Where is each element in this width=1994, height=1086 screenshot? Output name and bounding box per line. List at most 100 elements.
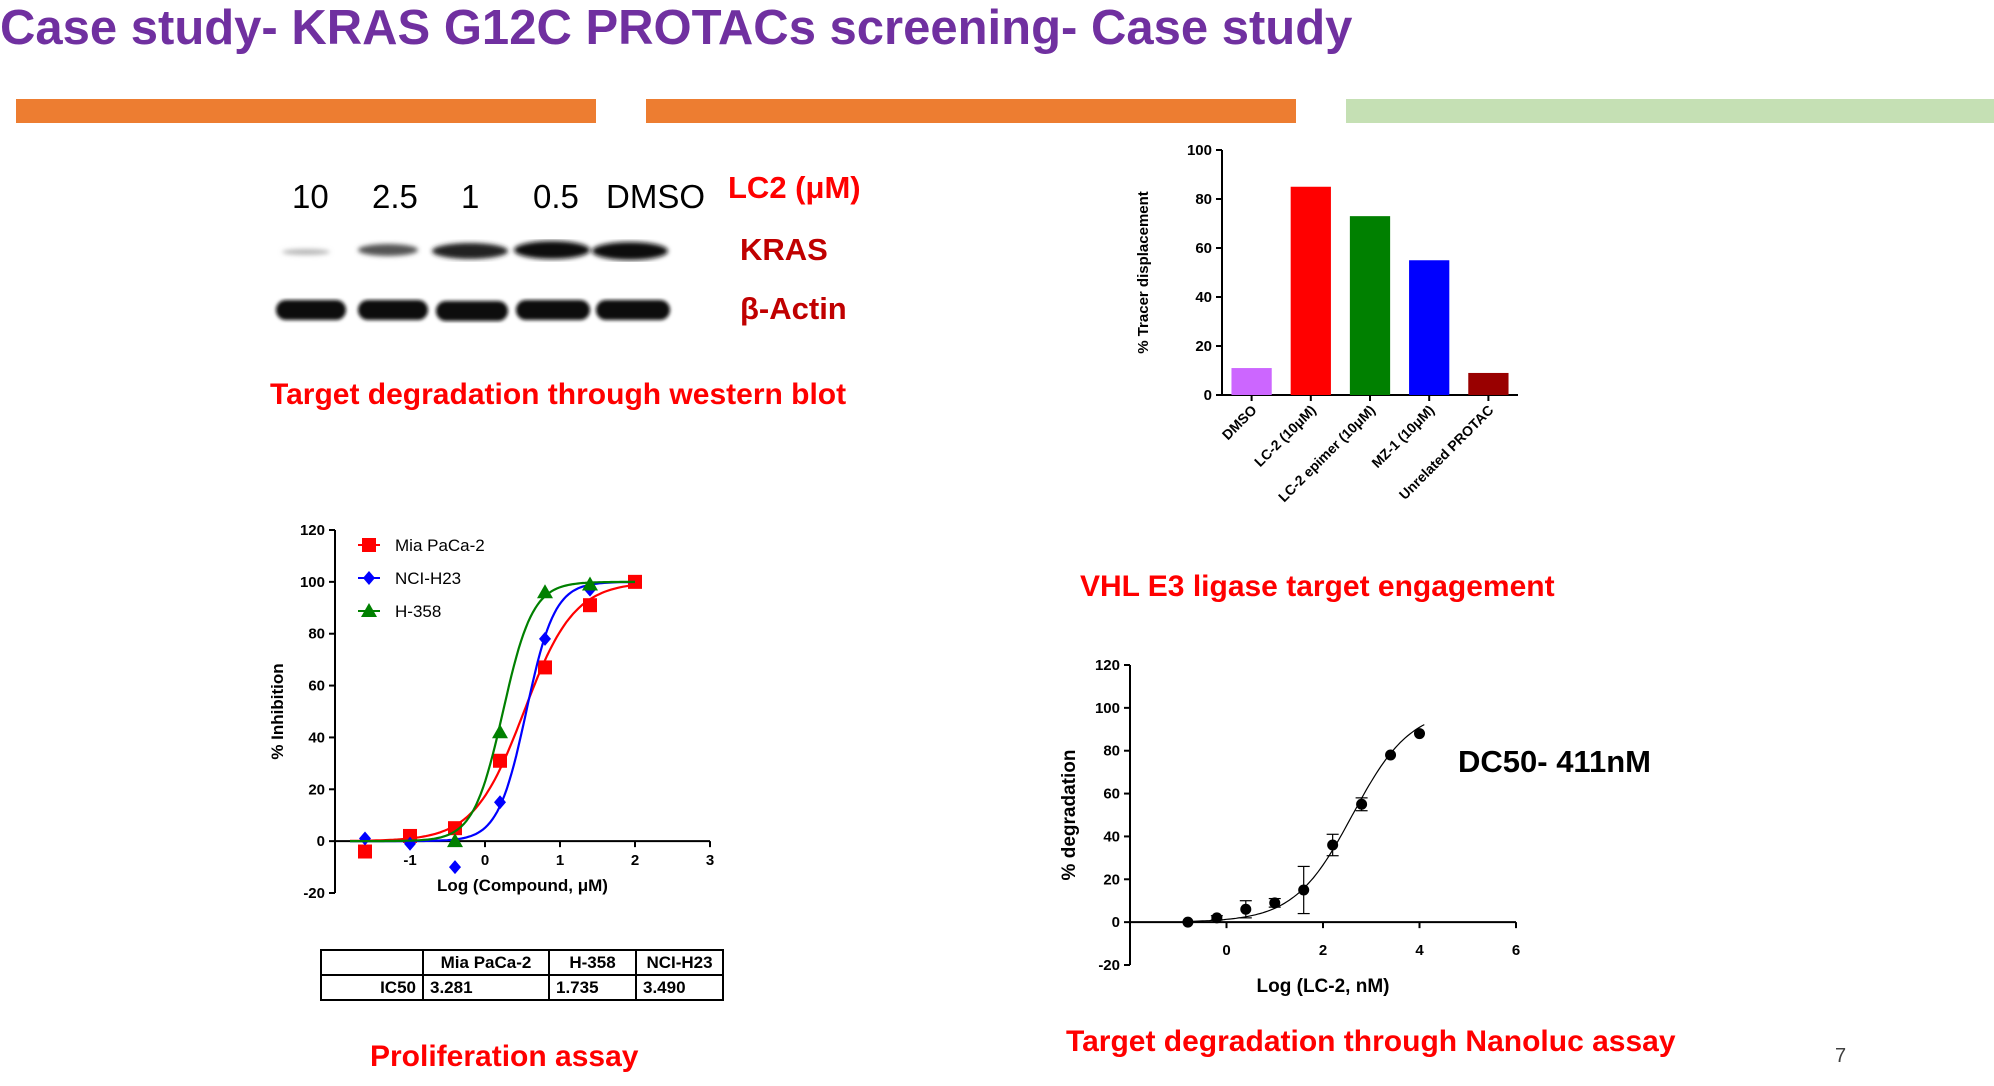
kras-band-label: KRAS <box>740 232 828 267</box>
legend-item-nci-h23: NCI-H23 <box>358 569 461 588</box>
series-h-358 <box>350 576 635 848</box>
fit-curve-h-358 <box>350 580 635 843</box>
actin-band-label: β-Actin <box>740 291 847 326</box>
y-tick-label: 60 <box>1195 240 1212 257</box>
legend-label: H-358 <box>395 602 441 621</box>
data-point <box>1356 798 1368 810</box>
dc50-label: DC50- 411nM <box>1458 744 1651 779</box>
table-header-row: Mia PaCa-2 H-358 NCI-H23 <box>320 949 724 976</box>
nanoluc-degradation-chart: -20 0 20 40 60 80 100 120 0 2 4 6 Log (LC-2, nM) % de… <box>1059 657 1520 997</box>
data-point <box>449 860 461 875</box>
data-point <box>493 753 507 768</box>
bar-dmso <box>1231 368 1272 395</box>
y-tick-label: 100 <box>1187 142 1212 159</box>
table-cell: IC50 <box>320 974 424 1001</box>
bar-mz-1-10-m <box>1409 260 1450 395</box>
table-header-cell <box>320 949 424 976</box>
kras-band-10 <box>282 249 330 255</box>
y-axis-label: % Tracer displacement <box>1135 191 1152 354</box>
x-tick-label: 3 <box>706 852 714 869</box>
data-point <box>448 821 462 836</box>
legend-marker <box>361 603 377 617</box>
y-tick-label: -20 <box>1098 957 1120 974</box>
x-tick-label: LC-2 epimer (10μM) <box>1275 402 1378 505</box>
western-blot-image <box>276 241 670 321</box>
table-row: IC50 3.281 1.735 3.490 <box>320 974 724 1001</box>
y-tick-label: 60 <box>1103 786 1120 803</box>
y-tick-label: 0 <box>317 833 325 850</box>
data-point <box>1211 912 1223 924</box>
data-point <box>492 724 508 739</box>
header-bar-1 <box>16 99 596 123</box>
x-tick-label: 0 <box>1222 942 1230 959</box>
bar-lc-2-10-m <box>1290 186 1331 395</box>
series-nci-h23 <box>350 580 635 875</box>
legend-item-mia-paca-2: Mia PaCa-2 <box>358 536 485 555</box>
nanoluc-caption: Target degradation through Nanoluc assay <box>1066 1025 1676 1058</box>
table-header-cell: Mia PaCa-2 <box>422 949 550 976</box>
y-axis-label: % Inhibition <box>268 663 287 759</box>
legend-label: NCI-H23 <box>395 569 461 588</box>
header-bar-3 <box>1346 99 1994 123</box>
data-point <box>538 660 552 675</box>
actin-band-dmso <box>596 300 670 320</box>
y-axis-label: % degradation <box>1059 750 1080 881</box>
legend-marker <box>362 538 376 552</box>
y-tick-label: 60 <box>308 678 325 695</box>
kras-band-1 <box>432 243 508 259</box>
y-tick-label: 0 <box>1112 914 1120 931</box>
y-tick-label: 80 <box>1195 191 1212 208</box>
y-tick-label: 20 <box>1103 871 1120 888</box>
kras-band-2-5 <box>358 244 418 256</box>
y-tick-label: 40 <box>1195 289 1212 306</box>
fit-curve-mia-paca-2 <box>350 583 636 842</box>
conc-label-1: 1 <box>461 178 480 215</box>
header-bar-2 <box>646 99 1296 123</box>
data-point <box>1327 839 1339 851</box>
x-tick-label: 0 <box>481 852 489 869</box>
y-tick-label: 120 <box>300 522 325 539</box>
conc-label-10: 10 <box>292 178 329 215</box>
actin-band-2-5 <box>358 300 428 320</box>
series-degradation <box>1182 724 1425 928</box>
kras-band-0-5 <box>514 241 590 259</box>
y-tick-label: 120 <box>1095 657 1120 674</box>
x-tick-label: 4 <box>1415 942 1424 959</box>
table-cell: 3.281 <box>422 974 550 1001</box>
y-tick-label: 20 <box>308 781 325 798</box>
data-point <box>582 576 598 591</box>
conc-label-dmso: DMSO <box>606 178 705 215</box>
data-point <box>539 631 551 646</box>
legend-item-h-358: H-358 <box>358 602 441 621</box>
x-axis-label: Log (Compound, μM) <box>437 876 608 895</box>
y-tick-label: 80 <box>308 626 325 643</box>
y-tick-label: 20 <box>1195 338 1212 355</box>
y-tick-label: 0 <box>1204 387 1212 404</box>
y-tick-label: 40 <box>1103 828 1120 845</box>
legend-marker <box>363 571 375 585</box>
y-tick-label: 100 <box>1095 700 1120 717</box>
y-tick-label: 80 <box>1103 743 1120 760</box>
data-point <box>358 844 372 859</box>
lc2-concentration-label: LC2 (μM) <box>728 170 861 205</box>
data-point <box>494 795 506 810</box>
actin-band-1 <box>436 301 508 321</box>
data-point <box>537 584 553 599</box>
data-point <box>1414 728 1425 740</box>
x-tick-label: 2 <box>631 852 639 869</box>
legend-label: Mia PaCa-2 <box>395 536 485 555</box>
x-tick-label: DMSO <box>1219 402 1260 443</box>
bar-lc-2-epimer-10-m <box>1349 216 1391 395</box>
table-cell: 3.490 <box>635 974 724 1001</box>
x-tick-label: 6 <box>1512 942 1520 959</box>
data-point <box>1240 903 1252 915</box>
y-tick-label: -20 <box>303 885 325 902</box>
ic50-table: Mia PaCa-2 H-358 NCI-H23 IC50 3.281 1.73… <box>320 949 724 1001</box>
kras-band-dmso <box>592 242 668 260</box>
x-tick-label: 2 <box>1319 942 1327 959</box>
tracer-displacement-chart: 0 20 40 60 80 100 % Tracer displacement DMSO LC-… <box>1135 142 1518 505</box>
conc-label-2-5: 2.5 <box>372 178 418 215</box>
tracer-caption: VHL E3 ligase target engagement <box>1080 570 1555 603</box>
data-point <box>1182 916 1194 928</box>
fit-curve-nci-h23 <box>350 580 635 843</box>
